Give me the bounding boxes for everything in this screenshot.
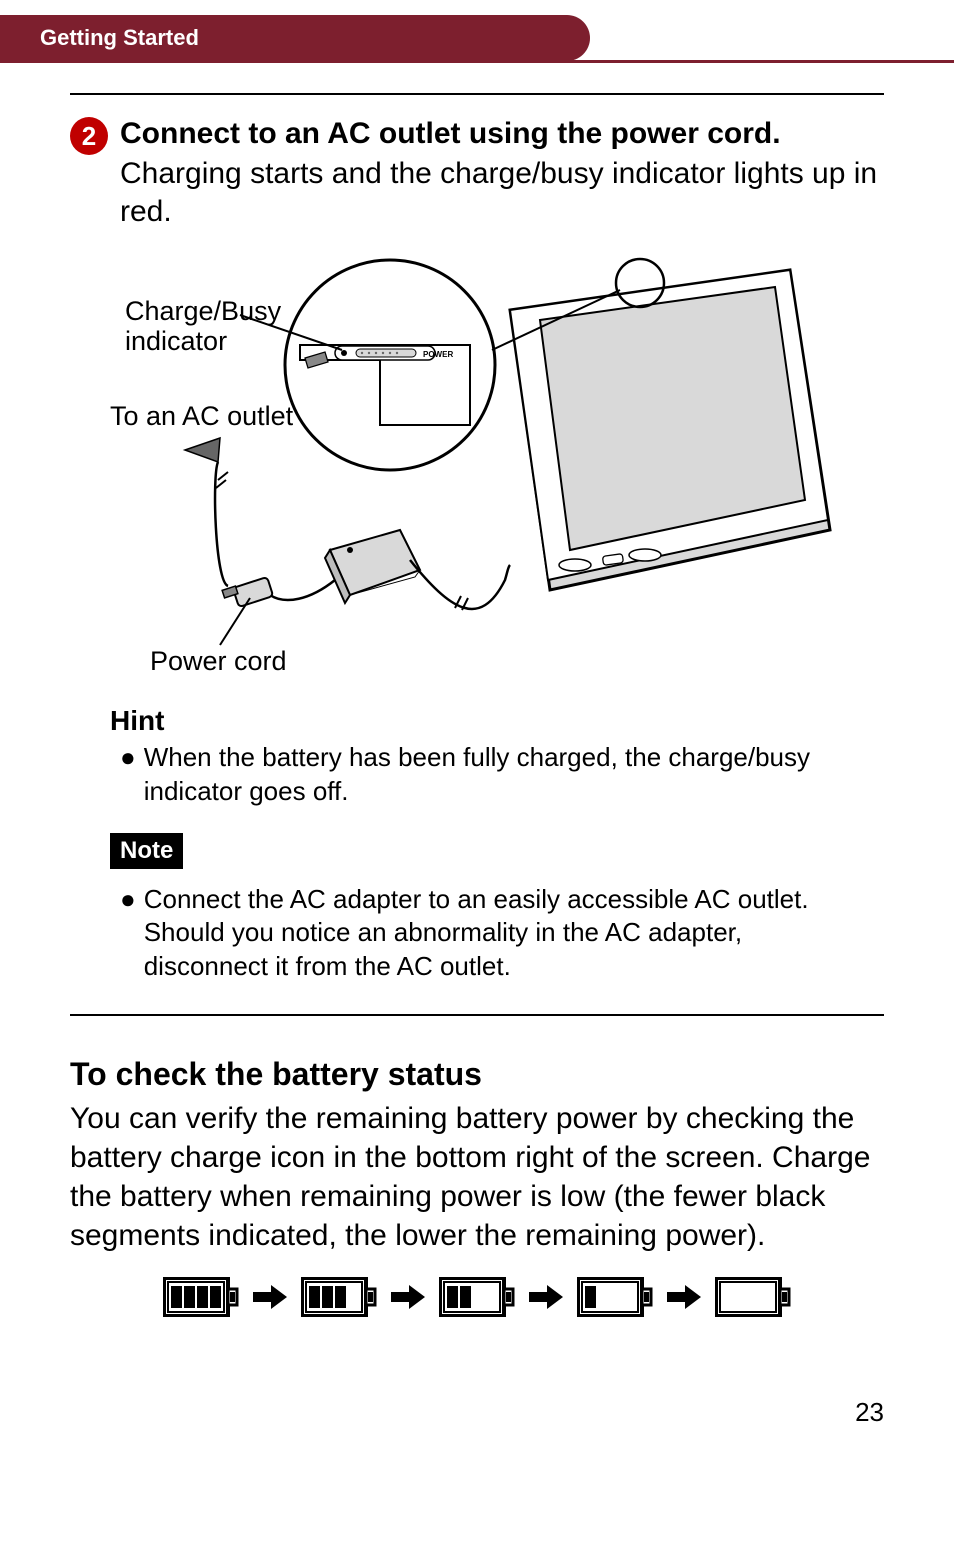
breadcrumb-label: Getting Started: [40, 25, 199, 50]
battery-section-body: You can verify the remaining battery pow…: [70, 1099, 884, 1255]
charge-busy-label-2: indicator: [125, 326, 227, 356]
battery-icon: [301, 1277, 377, 1317]
device-diagram: POWER Charge/Busy indicator To an AC out…: [110, 250, 884, 685]
bullet-icon: ●: [120, 883, 136, 984]
arrow-left-icon: [185, 438, 220, 462]
battery-icon: [577, 1277, 653, 1317]
step-text-block: Connect to an AC outlet using the power …: [120, 115, 781, 153]
bullet-icon: ●: [120, 741, 136, 809]
page-number: 23: [0, 1347, 954, 1458]
arrow-right-icon: [667, 1285, 701, 1309]
step-title: Connect to an AC outlet using the power …: [120, 115, 781, 153]
step-number-badge: 2: [70, 117, 108, 155]
note-text: Connect the AC adapter to an easily acce…: [144, 883, 864, 984]
note-badge: Note: [110, 833, 183, 869]
hint-block: Hint ● When the battery has been fully c…: [110, 705, 864, 809]
arrow-right-icon: [391, 1285, 425, 1309]
to-ac-label: To an AC outlet: [110, 401, 294, 431]
hint-title: Hint: [110, 705, 864, 737]
section-divider: [70, 1014, 884, 1016]
power-label: POWER: [423, 350, 453, 359]
step-row: 2 Connect to an AC outlet using the powe…: [70, 115, 884, 155]
step-body: Charging starts and the charge/busy indi…: [120, 155, 884, 230]
power-cord-label: Power cord: [150, 646, 287, 676]
step-number: 2: [82, 121, 96, 152]
page-content: 2 Connect to an AC outlet using the powe…: [0, 63, 954, 1347]
arrow-right-icon: [529, 1285, 563, 1309]
battery-levels-row: [70, 1277, 884, 1317]
battery-icon: [163, 1277, 239, 1317]
battery-icon: [439, 1277, 515, 1317]
top-divider: [70, 93, 884, 95]
note-badge-label: Note: [120, 837, 173, 864]
breadcrumb-header: Getting Started: [0, 15, 590, 61]
battery-icon: [715, 1277, 791, 1317]
hint-bullet: ● When the battery has been fully charge…: [120, 741, 864, 809]
note-bullet: ● Connect the AC adapter to an easily ac…: [120, 883, 864, 984]
battery-section-title: To check the battery status: [70, 1056, 884, 1093]
power-adapter-icon: [215, 462, 510, 610]
arrow-right-icon: [253, 1285, 287, 1309]
hint-text: When the battery has been fully charged,…: [144, 741, 864, 809]
